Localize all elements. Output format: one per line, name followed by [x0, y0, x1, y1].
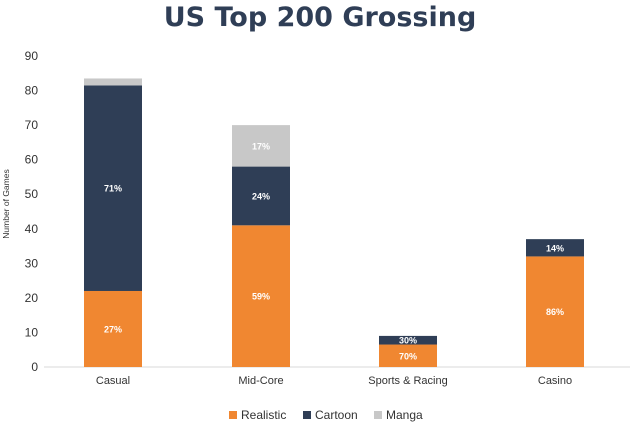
data-label: 70%: [399, 351, 417, 361]
y-axis-label: Number of Games: [1, 169, 11, 238]
y-tick-label: 60: [25, 153, 39, 167]
y-tick-label: 50: [25, 187, 39, 201]
data-label: 17%: [252, 141, 270, 151]
legend-swatch-realistic: [229, 411, 237, 419]
legend-label-cartoon: Cartoon: [315, 408, 358, 422]
bar-segment-realistic: [232, 225, 290, 367]
y-axis: 0 10 20 30 40 50 60 70 80 90: [25, 49, 630, 374]
data-label: 30%: [399, 336, 417, 346]
y-tick-label: 10: [25, 325, 39, 339]
y-tick-label: 40: [25, 222, 39, 236]
y-tick-label: 70: [25, 118, 39, 132]
y-tick-label: 0: [31, 360, 38, 374]
legend-swatch-manga: [374, 411, 382, 419]
y-tick-label: 20: [25, 291, 39, 305]
bar-segment-cartoon: [84, 85, 142, 291]
legend-swatch-cartoon: [303, 411, 311, 419]
x-tick-label: Casino: [538, 375, 572, 387]
chart-title: US Top 200 Grossing: [163, 2, 477, 33]
bar-segment-realistic: [84, 290, 142, 367]
bar-segment-cartoon: [232, 166, 290, 226]
legend: Realistic Cartoon Manga: [229, 408, 423, 422]
data-label: 71%: [104, 184, 122, 194]
bar-segment-realistic: [526, 256, 584, 367]
data-label: 59%: [252, 292, 270, 302]
bar-segment-realistic: [379, 344, 437, 367]
x-axis: Casual Mid-Core Sports & Racing Casino: [96, 375, 572, 387]
data-label: 14%: [546, 243, 564, 253]
legend-label-realistic: Realistic: [241, 408, 286, 422]
legend-label-manga: Manga: [386, 408, 423, 422]
data-label: 86%: [546, 307, 564, 317]
y-tick-label: 80: [25, 84, 39, 98]
bar-segment-cartoon: [379, 335, 437, 345]
x-tick-label: Mid-Core: [238, 375, 283, 387]
bar-segment-manga: [232, 125, 290, 167]
y-tick-label: 30: [25, 256, 39, 270]
bar-segment-cartoon: [526, 239, 584, 257]
x-tick-label: Casual: [96, 375, 130, 387]
x-tick-label: Sports & Racing: [368, 375, 447, 387]
bar-segment-manga: [84, 78, 142, 86]
data-label: 27%: [104, 324, 122, 334]
y-tick-label: 90: [25, 49, 39, 63]
data-label: 24%: [252, 191, 270, 201]
bars: 27% 71% 59% 24% 17% 70% 30% 86% 14%: [84, 78, 584, 367]
